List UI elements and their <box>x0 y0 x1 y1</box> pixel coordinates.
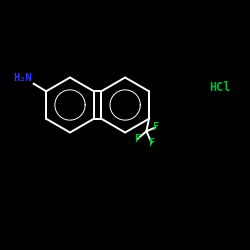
Text: F: F <box>134 134 141 144</box>
Text: F: F <box>152 122 158 132</box>
Text: F: F <box>148 138 154 147</box>
Text: HCl: HCl <box>209 81 231 94</box>
Text: H₂N: H₂N <box>14 72 32 83</box>
